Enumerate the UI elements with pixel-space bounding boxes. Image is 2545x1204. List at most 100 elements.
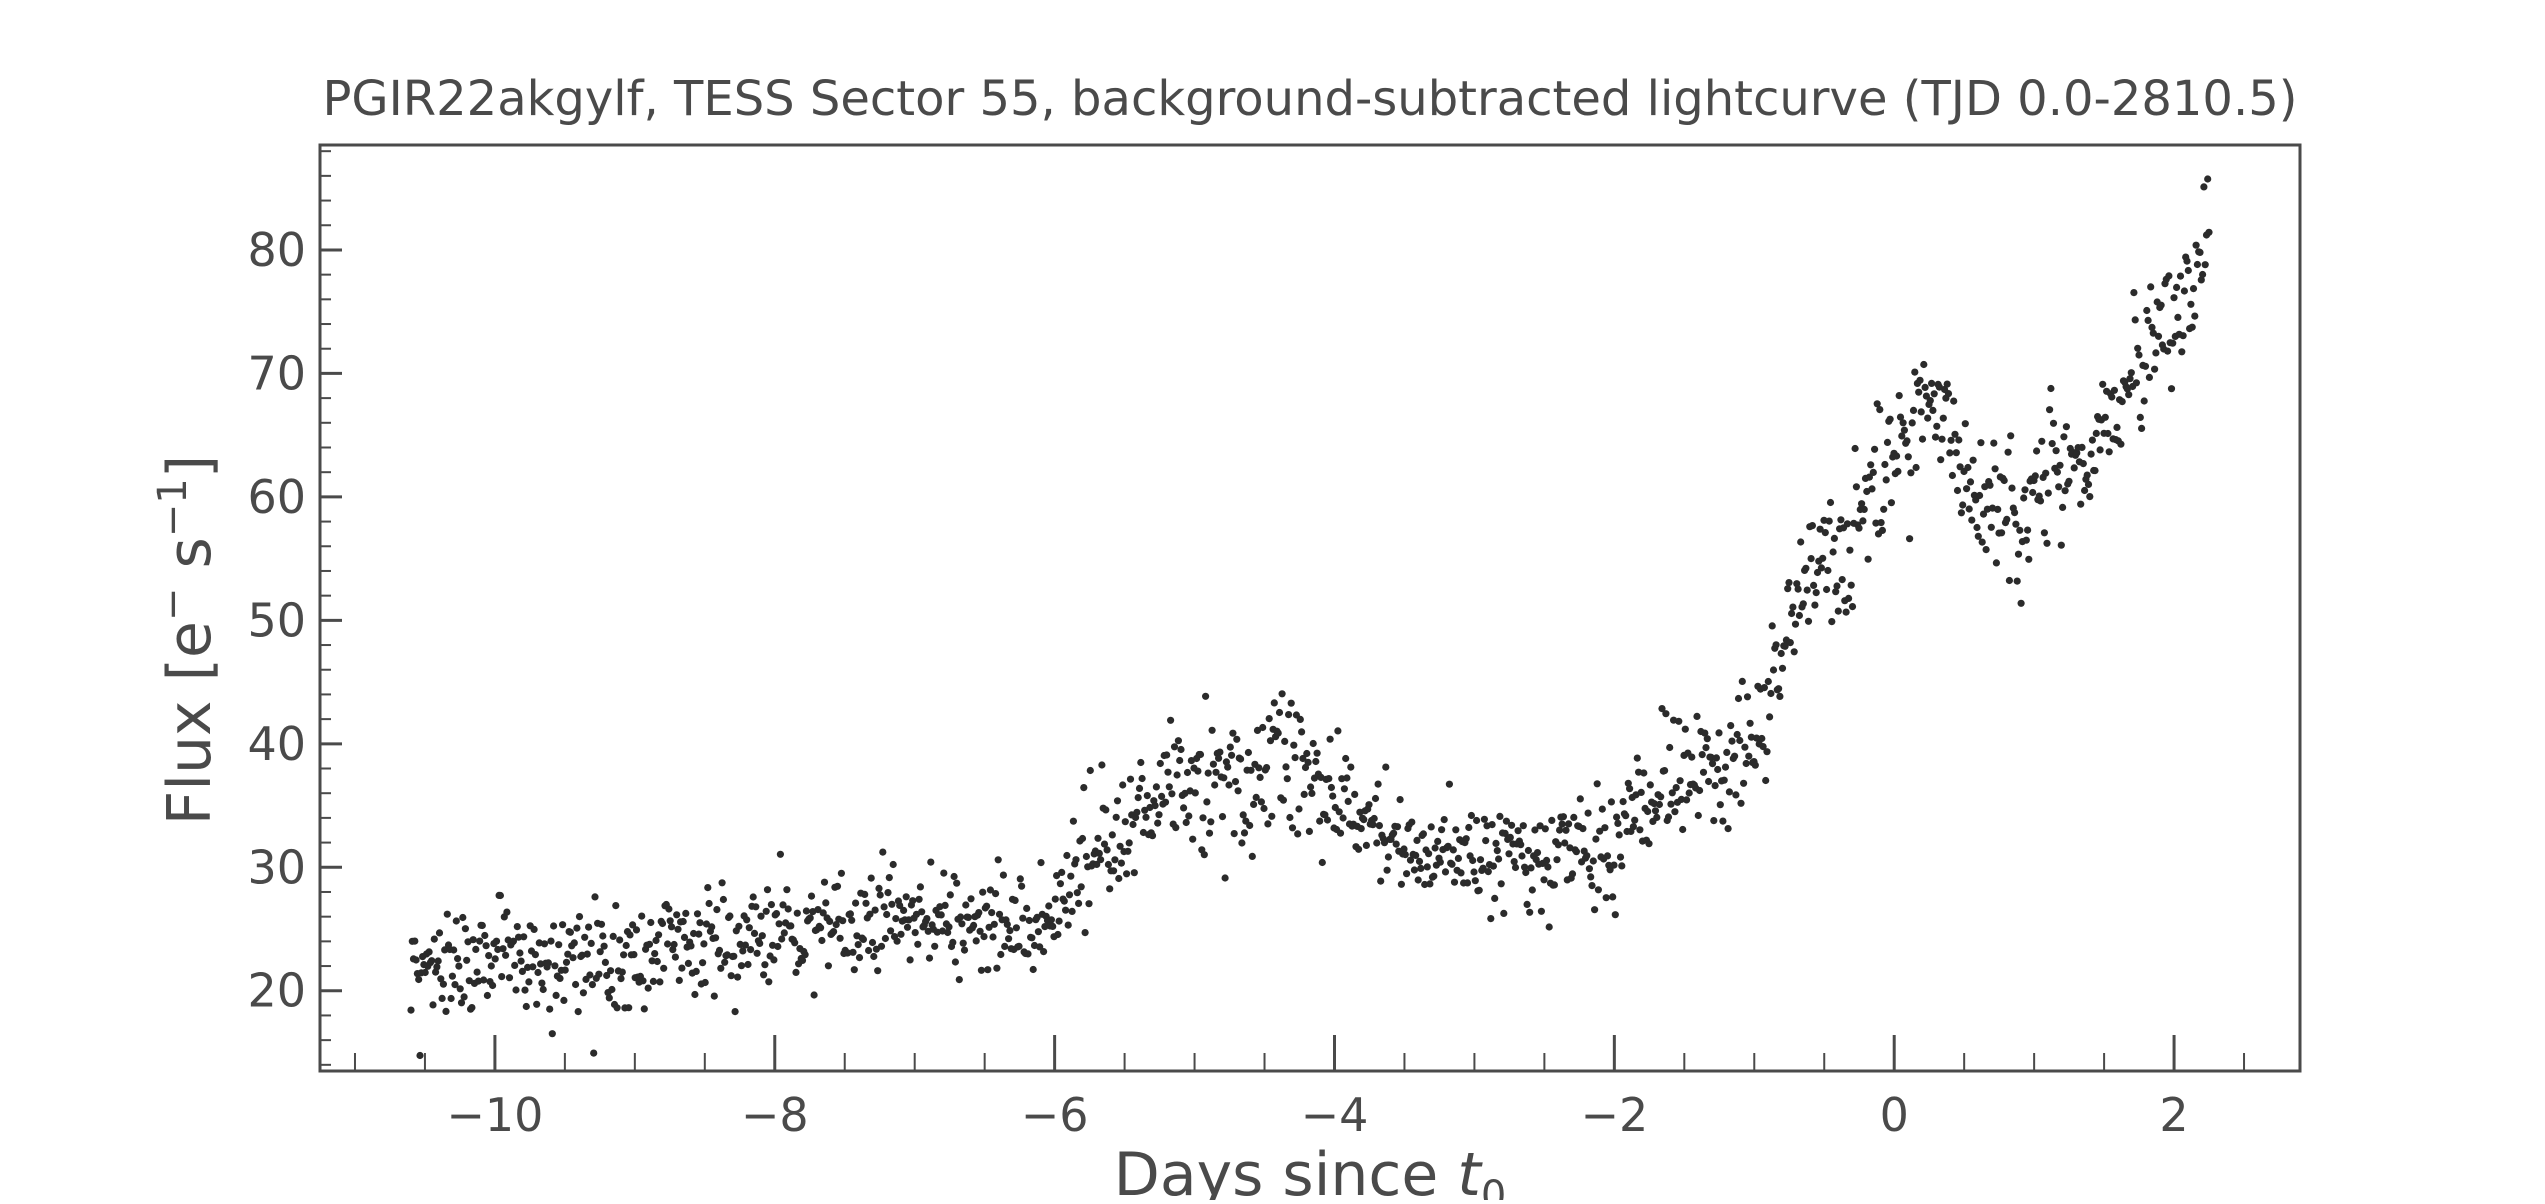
data-point <box>1438 826 1446 834</box>
data-point <box>1282 763 1290 771</box>
y-tick-label: 70 <box>247 346 306 400</box>
data-point <box>1279 796 1287 804</box>
data-point <box>473 968 481 976</box>
data-point <box>761 961 769 969</box>
data-point <box>793 909 801 917</box>
data-point <box>1482 837 1490 845</box>
data-point <box>1799 600 1807 608</box>
data-point <box>719 895 728 904</box>
data-point <box>569 954 577 962</box>
data-point <box>457 999 466 1007</box>
data-point <box>1457 869 1465 877</box>
data-point <box>1681 725 1689 733</box>
data-point <box>2135 351 2143 359</box>
data-point <box>1510 858 1518 866</box>
data-point <box>726 912 734 920</box>
data-point <box>1470 868 1478 876</box>
data-point <box>485 952 493 960</box>
data-point <box>660 964 668 972</box>
data-point <box>534 968 542 977</box>
data-point <box>884 889 892 897</box>
data-point <box>461 925 469 933</box>
data-point <box>1212 768 1220 776</box>
data-point <box>1672 784 1680 792</box>
data-point <box>2038 437 2046 445</box>
data-point <box>718 879 726 887</box>
data-point <box>1811 601 1819 609</box>
data-point <box>443 910 451 918</box>
data-point <box>2196 248 2204 256</box>
data-point <box>1867 461 1875 469</box>
data-point <box>1883 438 1892 446</box>
data-point <box>1898 432 1906 440</box>
data-point <box>701 978 709 987</box>
data-point <box>1646 781 1654 789</box>
data-point <box>975 909 983 917</box>
data-point <box>918 908 926 916</box>
data-point <box>2136 413 2144 421</box>
data-point <box>442 1007 450 1016</box>
data-point <box>1826 498 1835 507</box>
data-point <box>2000 476 2008 485</box>
data-point <box>2204 175 2212 183</box>
data-point <box>2164 347 2172 355</box>
data-point <box>775 920 783 928</box>
data-point <box>744 960 752 969</box>
data-point <box>645 940 654 948</box>
data-point <box>1250 800 1258 809</box>
data-point <box>787 922 795 930</box>
data-point <box>915 895 923 903</box>
data-point <box>1807 555 1815 563</box>
data-point <box>852 899 860 907</box>
data-point <box>1848 603 1857 611</box>
data-point <box>1833 582 1841 590</box>
data-point <box>1054 930 1062 939</box>
data-point <box>923 915 931 923</box>
data-point <box>1855 524 1863 532</box>
data-point <box>1417 864 1425 873</box>
data-point <box>1903 437 1911 445</box>
data-point <box>547 937 555 945</box>
data-point <box>1868 485 1876 493</box>
data-point <box>1028 934 1036 942</box>
data-point <box>2062 423 2070 431</box>
data-point <box>463 956 471 964</box>
data-point <box>1662 710 1670 718</box>
data-point <box>1610 861 1618 869</box>
data-point <box>2183 257 2191 265</box>
data-point <box>1234 787 1242 795</box>
data-point <box>1448 860 1456 868</box>
data-point <box>579 989 588 997</box>
data-point <box>2200 183 2208 191</box>
data-point <box>1955 436 1963 444</box>
data-point <box>2091 467 2099 475</box>
data-point <box>1601 824 1609 832</box>
data-point <box>1789 603 1797 611</box>
data-point <box>487 962 495 970</box>
data-point <box>2152 349 2160 357</box>
data-point <box>1655 800 1663 809</box>
data-point <box>1851 444 1859 453</box>
data-point <box>1845 594 1853 603</box>
data-point <box>1327 783 1335 792</box>
data-point <box>940 869 948 877</box>
data-point <box>2180 287 2188 295</box>
data-point <box>2118 398 2126 406</box>
data-point <box>617 975 625 983</box>
data-point <box>1957 509 1965 517</box>
data-point <box>1823 585 1831 594</box>
data-point <box>1444 842 1452 850</box>
data-point <box>1511 863 1520 872</box>
data-point <box>1137 758 1145 767</box>
data-point <box>560 996 568 1005</box>
data-point <box>1264 820 1272 828</box>
data-point <box>1072 856 1080 864</box>
data-point <box>1300 790 1308 799</box>
x-tick-label: −8 <box>741 1088 809 1142</box>
data-point <box>1060 897 1068 905</box>
data-point <box>1536 822 1544 830</box>
data-point <box>1514 827 1522 835</box>
data-point <box>2165 272 2173 280</box>
data-point <box>1082 852 1090 861</box>
data-point <box>1550 881 1558 889</box>
